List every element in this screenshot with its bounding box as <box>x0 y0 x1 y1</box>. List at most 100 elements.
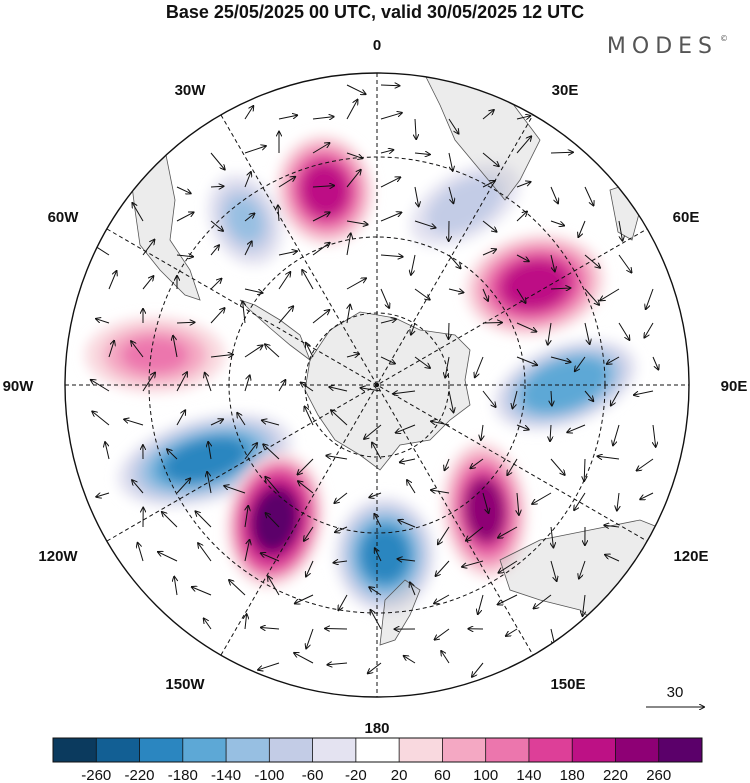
wind-arrow <box>244 345 263 358</box>
wind-arrow <box>380 113 402 120</box>
wind-arrow <box>604 525 620 527</box>
colorbar-swatch <box>615 738 659 762</box>
wind-arrow <box>132 203 144 222</box>
wind-arrow <box>634 390 654 395</box>
wind-arrow <box>611 390 620 406</box>
map-disc <box>65 73 689 697</box>
colorbar-tick-label: 20 <box>391 767 408 783</box>
wind-arrow <box>372 443 382 460</box>
colorbar-swatch <box>269 738 313 762</box>
wind-arrow <box>176 478 190 494</box>
wind-arrow <box>92 412 110 426</box>
wind-arrow <box>448 254 461 268</box>
wind-arrow <box>346 220 368 225</box>
wind-arrow <box>498 526 518 538</box>
wind-arrow <box>407 480 416 494</box>
wind-arrow <box>567 424 586 432</box>
wind-arrow <box>346 233 351 256</box>
wind-arrow <box>158 552 178 562</box>
colorbar-swatch <box>399 738 443 762</box>
wind-arrow <box>380 213 401 222</box>
wind-arrow <box>375 548 382 562</box>
wind-arrow <box>517 492 519 515</box>
lon-label-150w: 150W <box>165 676 205 693</box>
anomaly-negative-center <box>207 174 283 266</box>
anomaly-contour <box>361 527 409 583</box>
wind-arrow <box>346 354 359 357</box>
wind-arrow <box>438 526 450 544</box>
wind-arrow <box>448 118 459 134</box>
colorbar-swatch <box>226 738 270 762</box>
wind-arrow <box>374 514 382 528</box>
colorbar-swatch <box>53 738 97 762</box>
wind-arrow <box>532 492 552 504</box>
wind-arrow <box>138 543 144 562</box>
wind-arrow <box>244 540 250 562</box>
wind-arrow <box>335 526 348 532</box>
wind-arrow <box>278 205 279 222</box>
wind-arrow <box>550 356 571 362</box>
colorbar-tick-label: -220 <box>125 767 155 783</box>
wind-arrow <box>652 356 658 370</box>
wind-arrow <box>268 576 280 596</box>
anomaly-contour <box>434 181 496 229</box>
wind-arrow <box>646 288 654 309</box>
wind-arrow <box>578 220 586 237</box>
colorbar-swatch <box>528 738 573 762</box>
wind-arrow <box>326 456 348 460</box>
wind-arrow <box>346 100 358 120</box>
wind-arrow <box>142 276 153 290</box>
wind-arrow <box>176 322 195 323</box>
colorbar-swatch <box>572 738 616 762</box>
wind-arrow <box>411 254 416 275</box>
wind-arrow <box>210 186 224 187</box>
colorbar-border <box>52 737 703 763</box>
wind-arrow <box>338 594 348 610</box>
wind-arrow <box>618 220 623 241</box>
wind-arrow <box>278 115 297 120</box>
wind-arrow <box>414 356 430 368</box>
wind-arrow <box>301 383 314 392</box>
colorbar-tick-label: 100 <box>473 767 498 783</box>
wind-arrow <box>312 243 330 256</box>
wind-arrow <box>448 186 453 203</box>
wind-arrow <box>644 322 654 338</box>
wind-arrow <box>278 251 297 256</box>
wind-arrow <box>142 240 154 256</box>
wind-arrow <box>516 116 530 119</box>
anomaly-negative-center <box>335 497 435 613</box>
wind-arrow <box>347 305 350 324</box>
anomaly-positive-center <box>85 317 225 393</box>
wind-arrow <box>294 653 314 664</box>
wind-arrow <box>584 322 590 344</box>
wind-arrow <box>173 336 178 358</box>
wind-arrow <box>176 186 191 193</box>
wind-arrow <box>224 486 246 494</box>
wind-arrow <box>96 319 110 324</box>
wind-arrow <box>410 582 416 596</box>
wind-arrow <box>393 391 416 394</box>
wind-arrow <box>574 492 586 510</box>
colorbar-swatch <box>139 738 183 762</box>
wind-arrow <box>617 492 619 511</box>
wind-arrow <box>482 323 502 324</box>
wind-arrow <box>261 553 280 562</box>
wind-arrow <box>245 614 247 630</box>
colorbar-tick-label: -180 <box>168 767 198 783</box>
wind-arrow <box>244 443 257 460</box>
wind-arrow <box>618 254 632 273</box>
colorbar-tick-label: 180 <box>560 767 585 783</box>
wind-arrow <box>312 117 334 119</box>
wind-arrow <box>584 458 585 481</box>
wind-arrow <box>550 220 564 226</box>
wind-arrow <box>470 458 484 468</box>
wind-arrow <box>516 424 529 430</box>
wind-arrow <box>466 526 484 541</box>
wind-arrow <box>584 254 600 268</box>
wind-arrow <box>124 419 144 426</box>
wind-arrow <box>298 458 314 475</box>
lon-label-30w: 30W <box>175 82 207 99</box>
wind-arrow <box>398 559 416 561</box>
wind-arrow <box>304 526 314 541</box>
brand-logo: MODES © <box>607 34 728 59</box>
